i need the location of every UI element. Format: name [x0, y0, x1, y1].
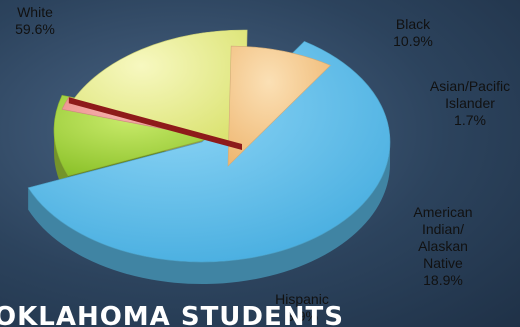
slice-label-asian-pacific-name: Asian/Pacific Islander — [429, 78, 511, 111]
slice-label-asian-pacific-value: 1.7% — [454, 112, 486, 128]
slice-label-black-value: 10.9% — [393, 33, 433, 49]
slice-label-american-indian: American Indian/ Alaskan Native 18.9% — [402, 204, 484, 289]
slice-label-american-indian-name: American Indian/ Alaskan Native — [413, 204, 473, 271]
slice-label-white: White 59.6% — [0, 4, 70, 38]
slice-american-indian — [70, 29, 248, 151]
slice-label-white-value: 59.6% — [15, 21, 55, 37]
slice-hispanic — [227, 45, 331, 167]
slice-white-side — [28, 142, 390, 285]
footer-title: OKLAHOMA STUDENTS — [0, 302, 344, 327]
slice-label-hispanic-name: Hispanic — [275, 291, 329, 307]
slice-label-black-name: Black — [395, 16, 431, 32]
slice-label-hispanic-value: 8.9% — [286, 308, 318, 324]
slice-label-hispanic: Hispanic 8.9% — [262, 291, 342, 325]
slice-white — [27, 41, 391, 263]
slice-label-white-name: White — [17, 4, 53, 20]
slice-asian-pacific-lip — [68, 97, 243, 150]
slice-label-black: Black 10.9% — [378, 16, 448, 50]
slice-label-asian-pacific: Asian/Pacific Islander 1.7% — [416, 78, 520, 129]
slice-label-american-indian-value: 18.9% — [423, 272, 463, 288]
